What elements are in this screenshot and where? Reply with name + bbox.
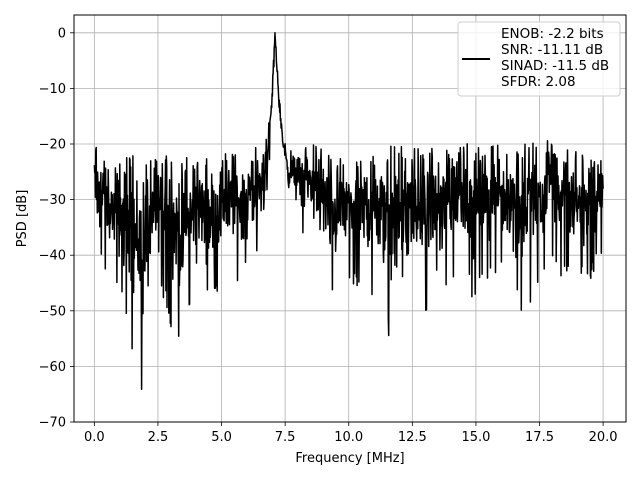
x-axis-ticks: 0.0 2.5 5.0 7.5 10.0 12.5 15.0 17.5 20.0	[84, 422, 618, 445]
plot-area	[93, 32, 604, 390]
legend-enob: ENOB: -2.2 bits	[501, 26, 604, 42]
axes-frame	[73, 14, 627, 423]
x-axis-label: Frequency [MHz]	[295, 451, 404, 466]
x-tick-label: 2.5	[148, 430, 169, 445]
y-tick-label: −60	[39, 360, 66, 375]
y-axis-ticks: 0 −10 −20 −30 −40 −50 −60 −70	[39, 26, 74, 431]
legend-sinad: SINAD: -11.5 dB	[501, 58, 609, 74]
y-tick-label: −20	[39, 137, 66, 152]
y-tick-label: −30	[39, 193, 66, 208]
y-tick-label: −50	[39, 304, 66, 319]
y-tick-label: −10	[39, 82, 66, 97]
legend: ENOB: -2.2 bits SNR: -11.11 dB SINAD: -1…	[457, 21, 621, 97]
y-tick-label: −40	[39, 249, 66, 264]
x-tick-label: 20.0	[589, 430, 618, 445]
legend-snr: SNR: -11.11 dB	[501, 42, 603, 58]
y-tick-label: 0	[58, 26, 66, 41]
x-tick-label: 12.5	[398, 430, 427, 445]
legend-sfdr: SFDR: 2.08	[501, 74, 576, 90]
y-tick-label: −70	[39, 416, 66, 431]
y-axis-label: PSD [dB]	[15, 190, 30, 248]
x-tick-label: 10.0	[334, 430, 363, 445]
x-tick-label: 17.5	[525, 430, 554, 445]
psd-series-line	[93, 32, 604, 390]
x-tick-label: 15.0	[461, 430, 490, 445]
legend-box	[457, 21, 621, 97]
x-tick-label: 7.5	[275, 430, 296, 445]
x-tick-label: 5.0	[211, 430, 232, 445]
x-tick-label: 0.0	[84, 430, 105, 445]
